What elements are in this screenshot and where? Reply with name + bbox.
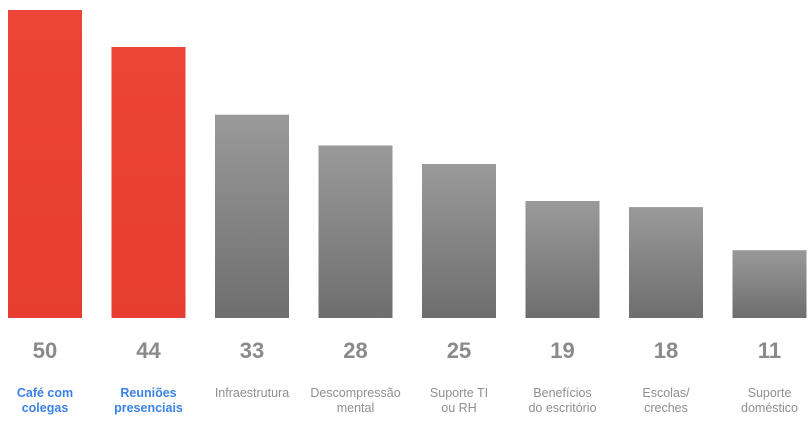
bar-5: [422, 164, 496, 318]
bar-1: [8, 10, 82, 318]
value-label-2: 44: [136, 338, 161, 363]
value-label-8: 11: [757, 338, 782, 363]
category-label-1: Café com colegas: [16, 386, 74, 415]
value-label-7: 18: [653, 338, 679, 363]
value-label-5: 25: [446, 338, 472, 363]
category-label-4: Descompressão mental: [310, 386, 401, 415]
category-label-3: Infraestrutura: [214, 386, 290, 400]
category-label-2: Reuniões presenciais: [114, 386, 183, 415]
bar-6: [525, 201, 600, 318]
bar-2: [111, 47, 186, 318]
category-label-8: Suporte doméstico: [741, 386, 798, 415]
value-label-1: 50: [32, 338, 58, 363]
category-label-7: Escolas/ creches: [642, 386, 690, 415]
bar-7: [629, 207, 703, 318]
category-label-5: Suporte TI ou RH: [429, 386, 489, 415]
category-label-6: Benefícios do escritório: [528, 386, 597, 415]
bar-3: [215, 114, 289, 318]
bar-4: [318, 145, 393, 318]
value-label-4: 28: [343, 338, 368, 363]
value-label-6: 19: [550, 338, 575, 363]
value-label-3: 33: [239, 338, 265, 363]
bar-8: [732, 250, 807, 318]
